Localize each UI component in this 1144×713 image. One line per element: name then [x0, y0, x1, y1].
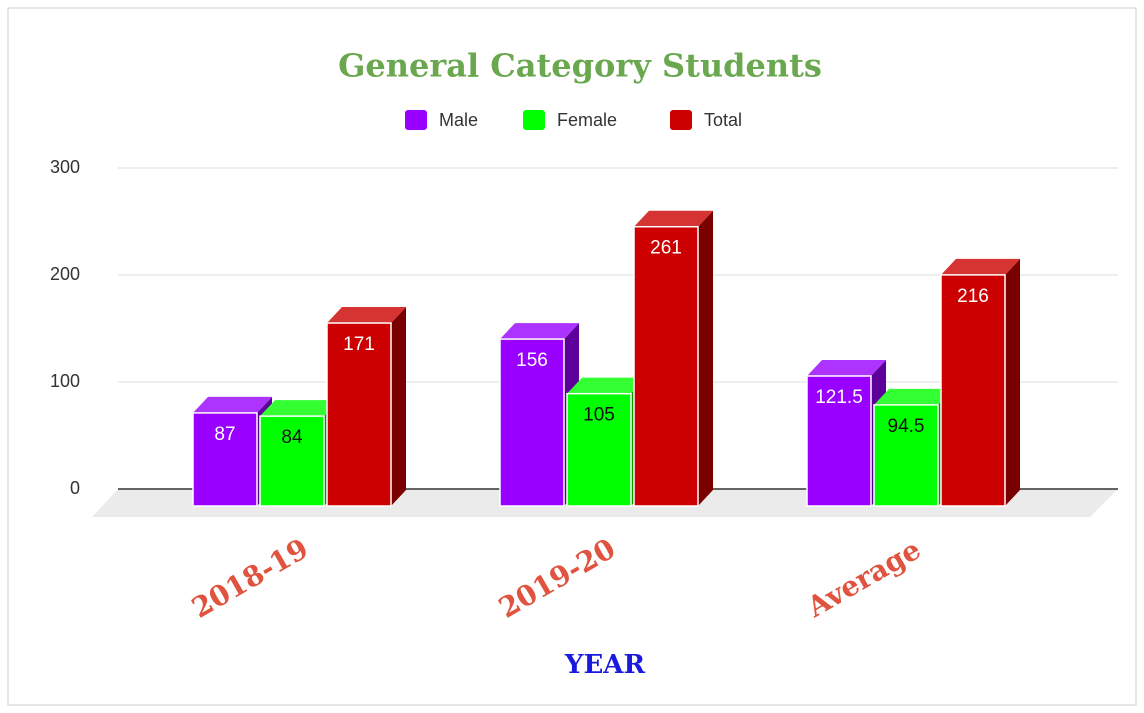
data-label: 84 [281, 427, 303, 448]
chart-title: General Category Students [338, 47, 822, 85]
data-label: 105 [583, 405, 615, 426]
x-axis-label: YEAR [564, 650, 646, 680]
legend-swatch [670, 110, 692, 130]
y-tick-label: 200 [50, 264, 80, 284]
bar-top [567, 377, 646, 394]
bar-side [698, 210, 713, 507]
bar [873, 404, 939, 507]
bar [940, 274, 1006, 507]
bar-top [260, 400, 339, 417]
bar-top [874, 388, 953, 405]
data-label: 261 [650, 238, 682, 259]
y-tick-label: 100 [50, 371, 80, 391]
bar-side [391, 307, 406, 506]
data-label: 171 [343, 334, 375, 355]
bar [326, 322, 392, 507]
data-label: 216 [957, 286, 989, 307]
bar [499, 338, 565, 507]
bar-top [807, 359, 886, 376]
data-label: 94.5 [888, 416, 925, 437]
bar [192, 412, 258, 507]
y-tick-label: 300 [50, 157, 80, 177]
data-label: 87 [214, 424, 235, 445]
bar-top [193, 396, 272, 413]
legend-label: Female [557, 110, 617, 130]
legend-label: Total [704, 110, 742, 130]
bar [806, 375, 872, 507]
legend-swatch [523, 110, 545, 130]
y-tick-label: 0 [70, 478, 80, 498]
legend-label: Male [439, 110, 478, 130]
bar-side [1005, 258, 1020, 506]
bar-top [941, 258, 1020, 275]
data-label: 156 [516, 350, 548, 371]
bar-top [500, 323, 579, 340]
legend-swatch [405, 110, 427, 130]
bar [633, 225, 699, 507]
bar [259, 415, 325, 507]
bar-top [327, 307, 406, 324]
bar [566, 392, 632, 507]
data-label: 121.5 [815, 387, 863, 408]
bar-top [634, 210, 713, 227]
